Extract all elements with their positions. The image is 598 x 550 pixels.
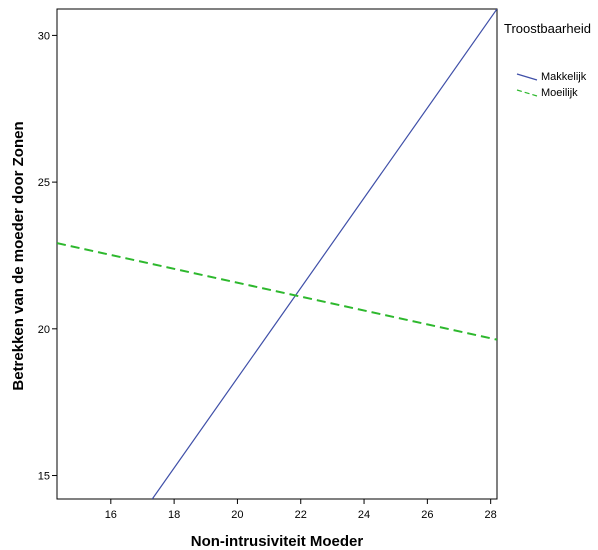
legend-swatch-makkelijk (516, 73, 538, 81)
legend-label-moeilijk: Moeilijk (541, 87, 578, 99)
y-tick-label: 15 (38, 471, 50, 483)
x-tick-label: 28 (485, 509, 497, 521)
x-tick-label: 26 (421, 509, 433, 521)
x-tick-label: 16 (105, 509, 117, 521)
legend: Makkelijk Moeilijk (516, 71, 587, 99)
y-axis-title: Betrekken van de moeder door Zonen (10, 121, 27, 390)
legend-label-makkelijk: Makkelijk (541, 71, 587, 83)
x-tick-label: 24 (358, 509, 370, 521)
y-tick-label: 20 (38, 324, 50, 336)
series-line-makkelijk (151, 9, 497, 499)
y-tick-label: 30 (38, 30, 50, 42)
plot-area: 16 18 20 22 24 26 28 15 20 25 30 (38, 8, 498, 521)
legend-swatch-moeilijk (516, 89, 538, 97)
y-tick-label: 25 (38, 177, 50, 189)
x-tick-label: 20 (231, 509, 243, 521)
x-axis-title: Non-intrusiviteit Moeder (191, 533, 364, 550)
x-tick-label: 18 (168, 509, 180, 521)
x-tick-label: 22 (295, 509, 307, 521)
legend-title: Troostbaarheid (504, 21, 591, 36)
plot-frame (56, 8, 498, 500)
series-line-moeilijk (57, 242, 497, 341)
